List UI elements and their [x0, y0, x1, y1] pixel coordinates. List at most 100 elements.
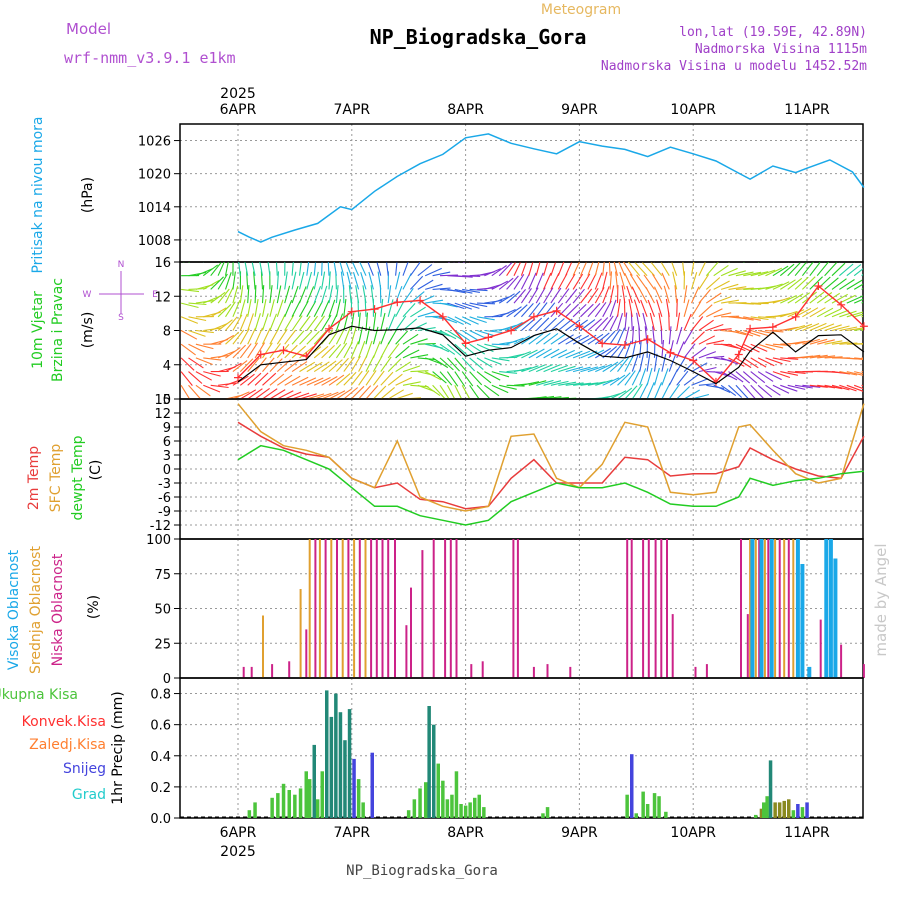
wind-arrow: [846, 357, 863, 360]
wind-arrow: [417, 311, 436, 318]
wind-arrow: [543, 364, 561, 373]
wind-arrow: [410, 306, 426, 318]
wind-arrow: [195, 371, 212, 381]
wind-arrow: [816, 307, 834, 318]
wind-arrow: [476, 371, 492, 384]
wind-arrow: [795, 262, 796, 263]
wind-arrow: [565, 350, 583, 359]
cloud-bar-high: [795, 539, 800, 678]
wind-arrow: [743, 271, 762, 277]
wind-arrow: [550, 273, 560, 290]
wind-arrow: [772, 281, 790, 290]
wind-arrow: [735, 343, 753, 353]
wind-arrow: [306, 361, 323, 373]
wind-arrow: [461, 357, 475, 372]
wind-arrow: [454, 357, 468, 372]
temp-ylabel-1: 2m Temp: [26, 446, 42, 510]
wind-arrow: [365, 370, 377, 386]
wind-arrow: [402, 365, 421, 373]
wind-arrow: [573, 382, 592, 386]
wind-arrow: [410, 370, 429, 373]
wind-gust-marker: [507, 326, 516, 335]
wind-arrow: [558, 381, 577, 386]
wind-arrow: [743, 398, 744, 399]
cloud-bar-high: [800, 564, 805, 678]
wind-arrow: [661, 353, 667, 372]
wind-arrow: [861, 384, 863, 387]
wind-arrow: [395, 315, 407, 331]
wind-arrow: [839, 326, 858, 332]
wind-arrow: [824, 356, 843, 359]
precip-bar-total: [406, 810, 411, 818]
wind-arrow: [772, 398, 774, 399]
wind-arrow: [646, 262, 648, 263]
wind-arrow: [417, 398, 419, 399]
wind-arrow: [557, 303, 572, 318]
wind-arrow: [299, 361, 316, 373]
wind-arrow: [417, 264, 433, 277]
wind-arrow: [180, 302, 199, 309]
wind-arrow: [291, 262, 293, 263]
wind-arrow: [780, 371, 799, 376]
wind-arrow: [357, 262, 359, 263]
wind-arrow: [247, 342, 258, 359]
wind-arrow: [232, 285, 239, 304]
wind-arrow: [543, 262, 549, 276]
wind-arrow: [247, 388, 263, 399]
wind-arrow: [217, 334, 235, 345]
cloud-bar-low: [647, 539, 650, 678]
wind-arrow: [402, 287, 414, 304]
precip-bar-total: [545, 807, 550, 818]
precip-bar-total: [450, 794, 454, 818]
wind-arrow: [491, 296, 509, 304]
wind-arrow: [609, 271, 613, 290]
wind-gust-marker: [575, 322, 584, 331]
wind-arrow: [535, 287, 546, 304]
wind-arrow: [698, 351, 716, 359]
wind-arrow: [757, 357, 775, 367]
wind-unit: (m/s): [80, 312, 96, 349]
wind-arrow: [794, 323, 813, 332]
precip-bar-total: [645, 804, 650, 818]
wind-arrow: [668, 354, 677, 372]
wind-arrow: [269, 373, 285, 386]
wind-arrow: [232, 314, 243, 331]
wind-arrow: [713, 296, 731, 304]
wind-arrow: [372, 370, 385, 386]
wind-arrow: [348, 285, 352, 304]
precip-bar-total: [334, 693, 338, 818]
wind-arrow: [535, 262, 541, 276]
precip-bar-total: [768, 760, 773, 818]
wind-arrow: [787, 293, 804, 304]
wind-arrow: [276, 271, 280, 290]
wind-arrow: [536, 262, 537, 263]
y-tick-label: 15: [154, 393, 171, 408]
precip-bar-frozen: [782, 800, 786, 818]
wind-arrow: [565, 273, 576, 290]
wind-arrow: [299, 377, 317, 386]
wind-arrow: [395, 345, 410, 359]
wind-arrow: [469, 302, 488, 308]
wind-arrow: [839, 384, 857, 392]
precip-bar-total: [304, 771, 308, 818]
y-tick-label: 8: [163, 325, 171, 340]
wind-arrow: [528, 287, 539, 304]
wind-arrow: [269, 358, 283, 372]
cloud-bar-mid: [763, 539, 766, 678]
cloud-bar-low: [516, 539, 519, 678]
wind-arrow: [602, 315, 614, 331]
wind-arrow: [284, 285, 291, 304]
wind-arrow: [232, 271, 236, 290]
wind-arrow: [343, 312, 349, 331]
wind-arrow: [565, 262, 573, 276]
wind-arrow: [343, 298, 347, 317]
wind-arrow: [195, 329, 214, 334]
wind-arrow: [195, 262, 198, 263]
cloud-bar-low: [242, 666, 245, 678]
wind-arrow: [713, 312, 732, 318]
wind-arrow: [254, 327, 264, 345]
wind-arrow: [447, 330, 463, 341]
wind-arrow: [521, 318, 536, 331]
precip-bar-frozen: [773, 802, 777, 818]
